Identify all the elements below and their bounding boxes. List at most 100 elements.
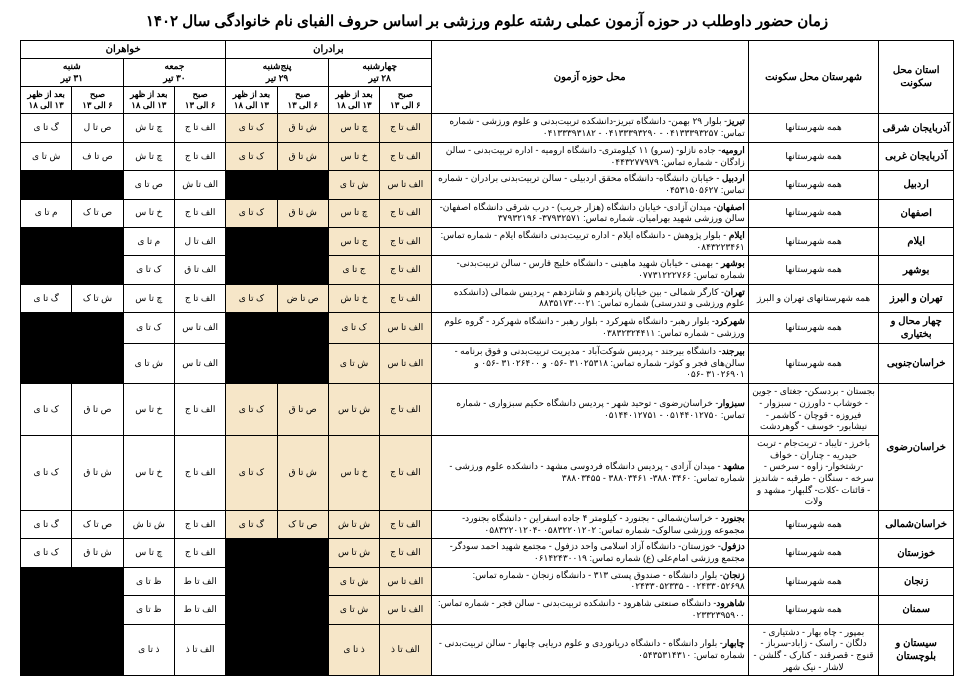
slot-cell: ک تا ی [226,435,277,510]
slot-cell: الف تا ج [380,539,431,567]
slot-cell [226,256,277,284]
city-cell: همه شهرستانها [748,313,879,344]
slot-cell: ش تا ی [328,567,379,595]
slot-cell: چ تا ش [123,114,174,142]
city-cell: همه شهرستانها [748,256,879,284]
slot-cell: خ تا س [123,199,174,227]
venue-cell: ارومیه- جاده نازلو- (سرو) ۱۱ کیلومتری- د… [431,142,748,170]
h-day: شنبه۳۱ تیر [21,59,124,87]
slot-cell: الف تا ط [174,567,225,595]
slot-cell: ک تا ی [21,435,72,510]
slot-cell: ص تا ق [277,384,328,436]
slot-cell: ج تا س [328,227,379,255]
city-cell: همه شهرستانها [748,567,879,595]
city-cell: همه شهرستانها [748,344,879,384]
city-cell: همه شهرستانها [748,142,879,170]
slot-cell: الف تا س [380,344,431,384]
h-sisters: خواهران [21,41,226,59]
slot-cell: ذ تا ی [123,624,174,676]
venue-cell: مشهد - میدان آزادی - پردیس دانشگاه فردوس… [431,435,748,510]
slot-cell [72,256,123,284]
slot-cell: خ تا س [328,435,379,510]
city-cell: همه شهرستانها [748,596,879,624]
slot-cell [226,539,277,567]
slot-cell [277,171,328,199]
city-cell: بمپور - چاه بهار - دشتیاری - دلگان - راس… [748,624,879,676]
slot-cell [277,227,328,255]
province-cell: آذربایجان غربی [879,142,954,170]
venue-cell: تبریز- بلوار ۲۹ بهمن- دانشگاه تبریز-دانش… [431,114,748,142]
slot-cell: الف تا ج [174,539,225,567]
slot-cell [72,567,123,595]
slot-cell: چ تا ش [123,142,174,170]
slot-cell [226,171,277,199]
slot-cell: ص تا ق [72,384,123,436]
city-cell: همه شهرستانها [748,227,879,255]
slot-cell: ک تا ی [226,384,277,436]
city-cell: همه شهرستانها [748,511,879,539]
h-city: شهرستان محل سکونت [748,41,879,114]
slot-cell: الف تا ج [174,199,225,227]
slot-cell: ش تا ی [21,142,72,170]
slot-cell [226,596,277,624]
slot-cell: الف تا ج [380,384,431,436]
slot-cell: ک تا ی [21,539,72,567]
slot-cell: ش تا ک [72,284,123,312]
slot-cell: ص تا ک [72,511,123,539]
slot-cell: الف تا س [174,344,225,384]
slot-cell [277,539,328,567]
slot-cell [277,313,328,344]
slot-cell: ج تا ی [328,256,379,284]
h-sub: بعد از ظهر۱۳ الی ۱۸ [123,87,174,114]
venue-cell: سبزوار- خراسان‌رضوی - توحید شهر - پردیس … [431,384,748,436]
slot-cell: الف تا ج [380,256,431,284]
slot-cell: الف تا ج [380,435,431,510]
venue-cell: بیرجند- دانشگاه بیرجند - پردیس شوکت‌آباد… [431,344,748,384]
slot-cell: الف تا ذ [380,624,431,676]
slot-cell: ذ تا ی [328,624,379,676]
city-cell: همه شهرستانها [748,114,879,142]
slot-cell: ک تا ی [21,384,72,436]
slot-cell: الف تا ذ [174,624,225,676]
h-day: جمعه۳۰ تیر [123,59,226,87]
slot-cell [226,344,277,384]
slot-cell [226,227,277,255]
h-day: پنج‌شنبه۲۹ تیر [226,59,329,87]
slot-cell: ش تا ی [328,344,379,384]
slot-cell: ش تا س [328,384,379,436]
slot-cell: ک تا ی [226,284,277,312]
province-cell: خوزستان [879,539,954,567]
slot-cell: ش تا ق [277,435,328,510]
slot-cell [21,227,72,255]
slot-cell [72,313,123,344]
slot-cell: م تا ی [123,227,174,255]
province-cell: سیستان و بلوچستان [879,624,954,676]
province-cell: اردبیل [879,171,954,199]
slot-cell: ش تا ش [328,511,379,539]
city-cell: بجستان - بردسکن- جغتای - جوین - خوشاب - … [748,384,879,436]
slot-cell: خ تا ش [328,284,379,312]
province-cell: خراسان‌جنوبی [879,344,954,384]
slot-cell: ص تا ک [277,511,328,539]
h-sub: بعد از ظهر۱۳ الی ۱۸ [21,87,72,114]
province-cell: تهران و البرز [879,284,954,312]
slot-cell: ص تا ی [123,171,174,199]
slot-cell: الف تا ج [174,114,225,142]
slot-cell [21,344,72,384]
slot-cell [21,596,72,624]
slot-cell: الف تا ج [174,384,225,436]
slot-cell [21,567,72,595]
slot-cell [226,624,277,676]
province-cell: چهار محال و بختیاری [879,313,954,344]
h-sub: بعد از ظهر۱۳ الی ۱۸ [226,87,277,114]
slot-cell: ش تا ی [328,171,379,199]
slot-cell: چ تا س [328,199,379,227]
venue-cell: اردبیل - خیابان دانشگاه- دانشگاه محقق ار… [431,171,748,199]
schedule-table: استان محل سکونت شهرستان محل سکونت محل حو… [20,40,954,676]
venue-cell: بجنورد - خراسان‌شمالی - بجنورد - کیلومتر… [431,511,748,539]
slot-cell: ش تا ی [123,344,174,384]
city-cell: باخرز - تایباد - تربت‌جام - تربت حیدریه … [748,435,879,510]
slot-cell [277,256,328,284]
slot-cell: خ تا س [328,142,379,170]
slot-cell: ص تا ل [72,114,123,142]
